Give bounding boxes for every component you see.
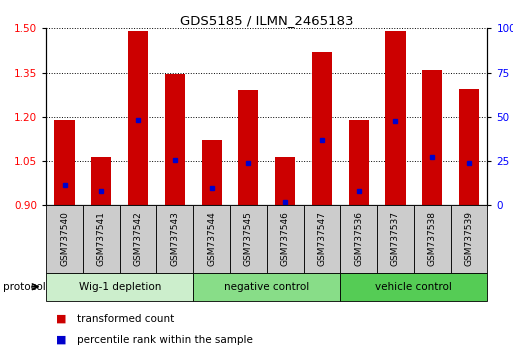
Text: GSM737544: GSM737544 <box>207 212 216 266</box>
Text: Wig-1 depletion: Wig-1 depletion <box>78 282 161 292</box>
Text: percentile rank within the sample: percentile rank within the sample <box>77 335 253 345</box>
Bar <box>385 31 406 205</box>
Bar <box>450 205 487 273</box>
Text: GSM737537: GSM737537 <box>391 211 400 267</box>
Bar <box>128 31 148 205</box>
Text: GSM737539: GSM737539 <box>464 211 473 267</box>
Bar <box>267 205 304 273</box>
Bar <box>304 205 340 273</box>
Text: ■: ■ <box>56 314 67 324</box>
Bar <box>459 89 479 205</box>
Bar <box>83 205 120 273</box>
Text: GSM737546: GSM737546 <box>281 211 290 267</box>
Text: GSM737542: GSM737542 <box>133 212 143 266</box>
Bar <box>340 273 487 301</box>
Bar <box>202 141 222 205</box>
Bar <box>193 273 340 301</box>
Bar <box>340 205 377 273</box>
Text: ■: ■ <box>56 335 67 345</box>
Bar <box>120 205 156 273</box>
Text: protocol: protocol <box>3 282 45 292</box>
Text: GSM737543: GSM737543 <box>170 211 180 267</box>
Bar <box>275 156 295 205</box>
Text: GSM737538: GSM737538 <box>428 211 437 267</box>
Text: GSM737547: GSM737547 <box>318 211 326 267</box>
Bar <box>193 205 230 273</box>
Text: GSM737536: GSM737536 <box>354 211 363 267</box>
Text: negative control: negative control <box>224 282 309 292</box>
Bar <box>422 70 442 205</box>
Bar <box>230 205 267 273</box>
Text: GSM737540: GSM737540 <box>60 211 69 267</box>
Bar <box>414 205 450 273</box>
Bar <box>312 52 332 205</box>
Bar <box>377 205 414 273</box>
Text: GSM737541: GSM737541 <box>97 211 106 267</box>
Bar <box>348 120 369 205</box>
Text: GSM737545: GSM737545 <box>244 211 253 267</box>
Bar <box>165 74 185 205</box>
Bar <box>91 156 111 205</box>
Bar <box>238 90 259 205</box>
Bar <box>54 120 75 205</box>
Text: vehicle control: vehicle control <box>376 282 452 292</box>
Bar <box>46 273 193 301</box>
Title: GDS5185 / ILMN_2465183: GDS5185 / ILMN_2465183 <box>180 14 353 27</box>
Text: transformed count: transformed count <box>77 314 174 324</box>
Bar <box>156 205 193 273</box>
Bar <box>46 205 83 273</box>
